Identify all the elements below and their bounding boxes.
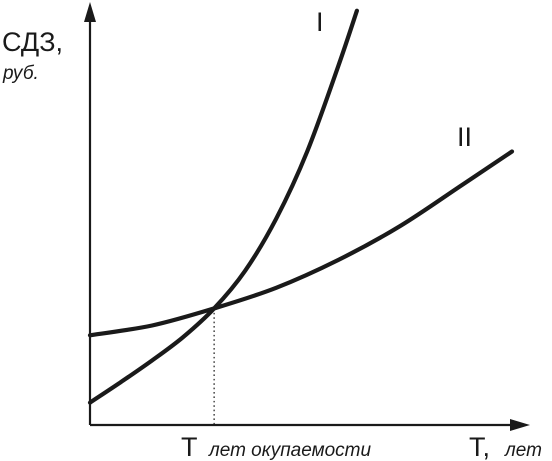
x-axis-arrow <box>510 419 530 431</box>
series-line-I <box>87 8 359 405</box>
x-axis-unit: лет <box>504 440 542 461</box>
y-axis-arrow <box>84 2 96 22</box>
x-marker-label: T <box>181 432 198 461</box>
series-label-II: II <box>457 122 472 152</box>
y-axis-label: СДЗ, <box>2 27 63 57</box>
x-marker-sublabel: лет окупаемости <box>208 440 372 461</box>
series-line-II <box>87 149 515 338</box>
y-axis-unit: руб. <box>2 63 39 84</box>
series-label-I: I <box>316 7 324 37</box>
x-axis-label: T, <box>469 432 490 461</box>
